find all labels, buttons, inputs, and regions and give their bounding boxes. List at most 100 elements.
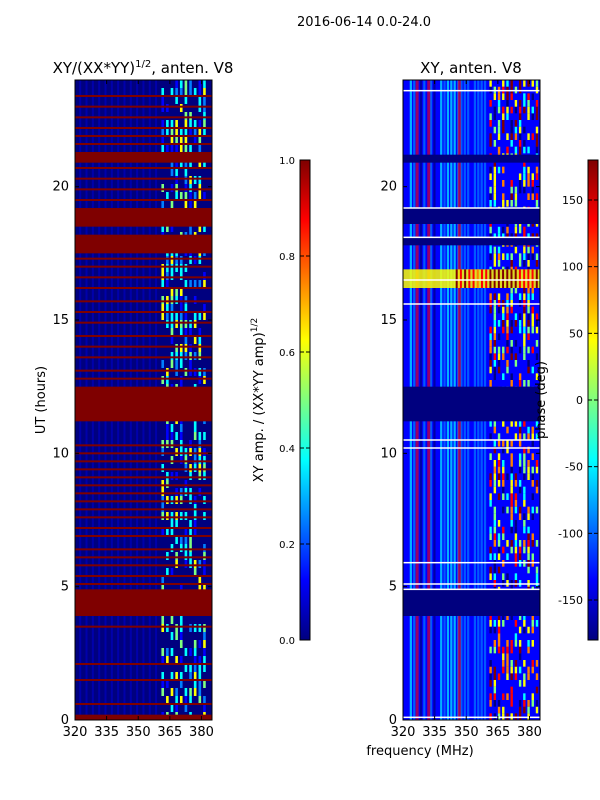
right-feature-cell (497, 480, 501, 487)
right-feature-cell (489, 140, 492, 147)
left-feature-cell (189, 192, 192, 200)
right-feature-cell (510, 293, 513, 300)
left-feature-cell (166, 480, 169, 488)
left-feature-cell (193, 176, 197, 184)
right-feature-cell (497, 640, 501, 647)
left-feature-cell (203, 680, 206, 688)
left-feature-cell (184, 544, 188, 552)
right-feature-cell (493, 246, 497, 254)
left-flagged-line (75, 460, 212, 463)
left-colorbar-tick-label: 0.0 (279, 636, 295, 647)
right-feature-cell (493, 93, 497, 100)
left-feature-cell (179, 136, 183, 144)
right-feature-cell (518, 186, 522, 194)
right-feature-cell (489, 553, 492, 560)
left-feature-cell (179, 424, 183, 432)
right-feature-cell (489, 380, 492, 387)
right-feature-cell (535, 173, 539, 180)
right-feature-cell (506, 433, 509, 440)
right-feature-cell (514, 553, 518, 560)
right-feature-cell (502, 533, 505, 540)
left-feature-cell (170, 320, 174, 328)
right-feature-cell (514, 313, 518, 320)
right-bright-cell (523, 269, 526, 288)
right-feature-cell (506, 700, 509, 707)
right-feature-cell (514, 646, 518, 654)
right-y-tick-label: 15 (380, 313, 397, 328)
right-feature-cell (510, 546, 513, 554)
right-feature-cell (489, 80, 492, 87)
right-feature-cell (489, 193, 492, 200)
right-feature-cell (502, 620, 505, 627)
figure-title: 2016-06-14 0.0-24.0 (297, 15, 431, 30)
left-feature-cell (175, 560, 178, 568)
right-bright-cell (472, 269, 475, 288)
right-feature-cell (527, 326, 530, 334)
left-feature-cell (189, 160, 192, 168)
right-feature-cell (531, 553, 534, 560)
right-bright-cell (480, 269, 483, 288)
right-feature-cell (523, 546, 526, 554)
right-feature-cell (502, 120, 505, 127)
left-feature-cell (179, 264, 183, 272)
right-feature-cell (514, 120, 518, 127)
right-feature-cell (506, 373, 509, 380)
left-feature-cell (203, 552, 206, 560)
left-feature-cell (189, 224, 192, 232)
right-feature-cell (506, 493, 509, 500)
right-feature-cell (502, 346, 505, 354)
right-bright-cell (510, 269, 513, 288)
right-feature-cell (518, 200, 522, 207)
left-feature-cell (170, 120, 174, 128)
right-feature-cell (497, 540, 501, 547)
left-feature-cell (184, 704, 188, 712)
right-feature-cell (493, 113, 497, 120)
left-feature-cell (175, 312, 178, 320)
left-feature-cell (198, 472, 202, 480)
left-feature-cell (203, 448, 206, 456)
right-feature-cell (489, 326, 492, 334)
right-feature-cell (535, 193, 539, 200)
right-feature-cell (523, 126, 526, 134)
left-feature-cell (193, 280, 197, 288)
right-feature-cell (502, 253, 505, 260)
right-feature-cell (535, 520, 539, 527)
right-feature-cell (510, 346, 513, 354)
right-feature-cell (493, 173, 497, 180)
left-feature-cell (198, 224, 202, 232)
left-feature-cell (198, 160, 202, 168)
right-feature-cell (527, 133, 530, 140)
right-feature-cell (531, 626, 534, 634)
left-feature-cell (175, 88, 178, 96)
left-feature-cell (161, 376, 165, 384)
left-feature-cell (170, 352, 174, 360)
right-feature-cell (518, 513, 522, 520)
right-feature-cell (497, 520, 501, 527)
right-x-tick-label: 365 (485, 725, 510, 740)
right-feature-cell (535, 320, 539, 327)
right-feature-cell (510, 133, 513, 140)
left-flagged-line (75, 679, 212, 681)
right-empty-block (403, 589, 540, 616)
left-flagged-line (75, 556, 212, 559)
right-feature-cell (514, 226, 518, 234)
right-feature-cell (502, 373, 505, 380)
right-feature-cell (502, 106, 505, 114)
left-feature-cell (193, 520, 197, 528)
right-y-tick-label: 0 (389, 713, 397, 728)
right-feature-cell (493, 566, 497, 574)
left-flagged-line (75, 265, 212, 268)
right-feature-cell (518, 226, 522, 234)
right-feature-cell (497, 253, 501, 260)
left-feature-cell (189, 472, 192, 480)
left-feature-cell (166, 696, 169, 704)
right-feature-cell (489, 653, 492, 660)
left-feature-cell (184, 648, 188, 656)
right-feature-cell (523, 346, 526, 354)
left-feature-cell (179, 256, 183, 264)
left-feature-cell (175, 288, 178, 296)
left-feature-cell (170, 224, 174, 232)
right-feature-cell (502, 693, 505, 700)
right-feature-cell (497, 306, 501, 314)
right-feature-cell (531, 346, 534, 354)
